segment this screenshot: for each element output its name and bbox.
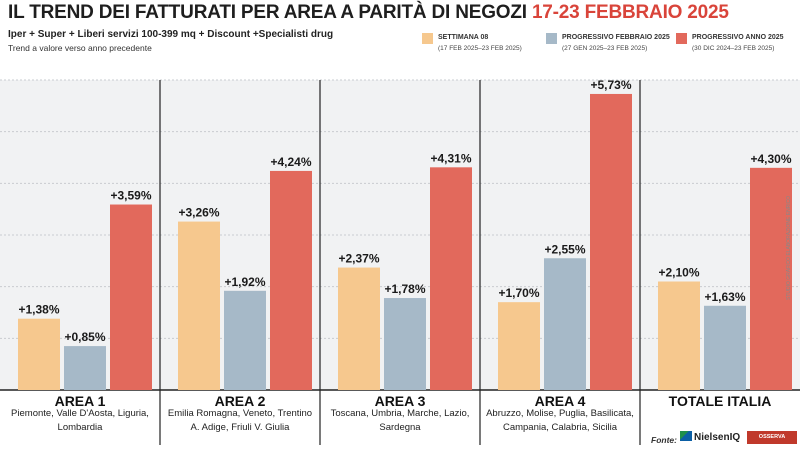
title-main: IL TREND DEI FATTURATI PER AREA A PARITÀ…: [8, 2, 527, 23]
data-label: +2,55%: [544, 242, 585, 256]
chart-title: IL TREND DEI FATTURATI PER AREA A PARITÀ…: [8, 2, 729, 24]
data-label: +1,38%: [18, 303, 59, 317]
bar-3-group-1: [110, 204, 152, 390]
data-label: +3,59%: [110, 189, 151, 203]
bar-3-group-4: [590, 93, 632, 390]
bar-1-group-1: [18, 318, 60, 390]
bar-2-group-3: [384, 298, 426, 390]
data-label: +1,63%: [704, 290, 745, 304]
bar-1-group-4: [498, 302, 540, 390]
data-label: +5,73%: [590, 78, 631, 92]
group-name-area-4: AREA 4: [534, 393, 586, 409]
group-name-totale-italia: TOTALE ITALIA: [668, 393, 772, 409]
legend-period: (30 DIC 2024–23 FEB 2025): [692, 45, 775, 52]
bar-3-group-5: [750, 167, 792, 390]
publisher-logo: OSSERVA CONSUMI: [747, 431, 797, 453]
data-label: +1,78%: [384, 282, 425, 296]
data-label: +4,30%: [750, 152, 791, 166]
bar-3-group-2: [270, 170, 312, 390]
group-name-area-3: AREA 3: [374, 393, 426, 409]
data-label: +3,26%: [178, 206, 219, 220]
legend-name: PROGRESSIVO FEBBRAIO 2025: [562, 34, 670, 41]
legend-name: SETTIMANA 08: [438, 34, 489, 41]
chart-note: Trend a valore verso anno precedente: [8, 43, 152, 53]
bar-1-group-3: [338, 267, 380, 390]
data-label: +4,24%: [270, 155, 311, 169]
bar-2-group-2: [224, 290, 266, 390]
legend-name: PROGRESSIVO ANNO 2025: [692, 34, 784, 41]
group-name-area-2: AREA 2: [214, 393, 266, 409]
bar-2-group-5: [704, 305, 746, 390]
data-label: +4,31%: [430, 151, 471, 165]
bar-3-group-3: [430, 167, 472, 390]
nielsen-logo: NielsenIQ: [680, 431, 740, 443]
data-label: +1,92%: [224, 275, 265, 289]
data-label: +2,10%: [658, 266, 699, 280]
group-name-area-1: AREA 1: [54, 393, 106, 409]
group-regions-area-3: Toscana, Umbria, Marche, Lazio, Sardegna: [330, 408, 470, 433]
bar-2-group-1: [64, 346, 106, 390]
legend-swatch: [546, 33, 557, 44]
graphic-credit: STUDIO GRAFICO ELABORAZIONE ENRICO: [786, 195, 792, 300]
data-label: +1,70%: [498, 286, 539, 300]
nielsen-mark-icon: [680, 431, 692, 441]
data-label: +2,37%: [338, 252, 379, 266]
title-period: 17-23 FEBBRAIO 2025: [531, 2, 729, 23]
source-label: Fonte:: [651, 435, 677, 445]
legend-swatch: [422, 33, 433, 44]
chart-subtitle: Iper + Super + Liberi servizi 100-399 mq…: [8, 29, 334, 40]
legend-swatch: [676, 33, 687, 44]
bar-2-group-4: [544, 258, 586, 390]
nielsen-name: NielsenIQ: [694, 432, 741, 443]
data-label: +0,85%: [64, 330, 105, 344]
group-regions-area-2: Emilia Romagna, Veneto, Trentino A. Adig…: [167, 408, 313, 433]
bar-1-group-5: [658, 281, 700, 390]
legend-period: (27 GEN 2025–23 FEB 2025): [562, 45, 648, 52]
bar-1-group-2: [178, 221, 220, 390]
group-regions-area-1: Piemonte, Valle D'Aosta, Liguria, Lombar…: [11, 408, 149, 433]
legend-period: (17 FEB 2025–23 FEB 2025): [438, 45, 522, 52]
group-regions-area-4: Abruzzo, Molise, Puglia, Basilicata, Cam…: [486, 408, 634, 433]
